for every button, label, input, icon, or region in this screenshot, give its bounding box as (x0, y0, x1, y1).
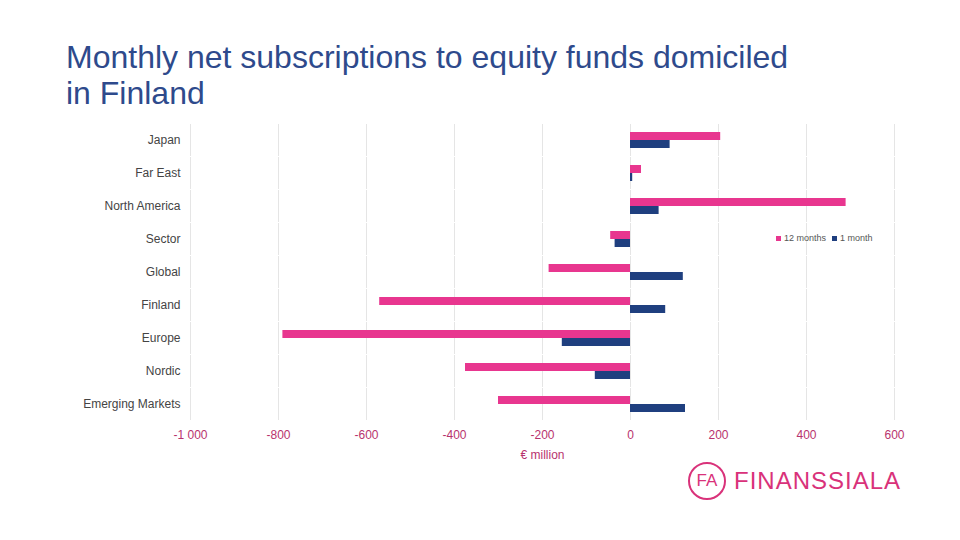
svg-text:Far East: Far East (135, 166, 181, 180)
svg-text:-1 000: -1 000 (173, 428, 207, 442)
svg-text:-600: -600 (354, 428, 378, 442)
svg-text:Nordic: Nordic (146, 364, 181, 378)
svg-text:Europe: Europe (142, 331, 181, 345)
svg-text:Global: Global (146, 265, 181, 279)
svg-text:Japan: Japan (148, 133, 181, 147)
html-text:Monthly net subscriptions to e: Monthly net subscriptions to equity fund… (66, 39, 789, 111)
svg-text:600: 600 (884, 428, 904, 442)
svg-text:-200: -200 (530, 428, 554, 442)
html-text:FA: FA (696, 471, 718, 490)
svg-text:0: 0 (627, 428, 634, 442)
html-text:1 month: 1 month (840, 233, 873, 243)
svg-text:Sector: Sector (146, 232, 181, 246)
svg-text:Emerging Markets: Emerging Markets (83, 397, 180, 411)
html-text:12 months: 12 months (784, 233, 826, 243)
svg-text:North America: North America (104, 199, 180, 213)
svg-text:-800: -800 (266, 428, 290, 442)
svg-text:-400: -400 (442, 428, 466, 442)
svg-text:400: 400 (796, 428, 816, 442)
svg-text:200: 200 (708, 428, 728, 442)
svg-text:€ million: € million (520, 448, 564, 462)
html-text:FINANSSIALA: FINANSSIALA (734, 467, 901, 494)
svg-text:Finland: Finland (141, 298, 180, 312)
